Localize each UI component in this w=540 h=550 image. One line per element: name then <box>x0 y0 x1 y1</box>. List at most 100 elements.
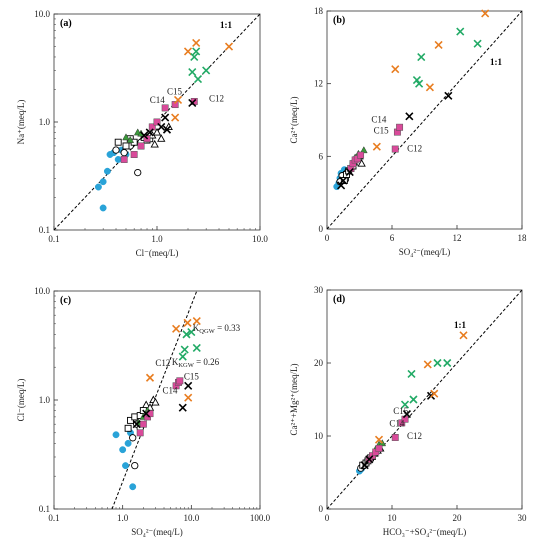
data-point-circle-filled <box>103 167 111 175</box>
data-point-square-open <box>114 138 122 146</box>
panel-label: (c) <box>60 295 71 306</box>
annotation: KQGW = 0.33 <box>193 323 241 335</box>
data-point-x <box>157 122 166 132</box>
data-point-triangle-open <box>157 134 166 142</box>
x-axis-label: SO₄²⁻(meq/L) <box>399 247 451 257</box>
data-point-x <box>423 360 432 369</box>
y-tick-label: 6 <box>319 151 324 161</box>
annotation: C14 <box>389 419 405 429</box>
y-axis-label: Cl⁻(meq/L) <box>16 379 26 422</box>
data-point-x <box>374 435 384 444</box>
data-point-x <box>188 98 197 108</box>
data-point-square-filled <box>120 156 128 163</box>
panel-label: (b) <box>333 15 345 26</box>
data-point-x <box>360 461 369 470</box>
data-point-triangle-filled <box>122 133 130 141</box>
y-tick-label: 10.0 <box>34 9 50 19</box>
panel-1: 0.1 1.0 10.0 0.1 1.0 10.0 Cl⁻(meq/L) Na⁺(meq/L)… <box>16 9 268 258</box>
data-point-x <box>172 324 181 333</box>
data-point-x <box>473 39 482 48</box>
x-tick-label: 10.0 <box>252 234 268 244</box>
x-tick-label: 0.1 <box>48 234 59 244</box>
data-point-x <box>173 95 183 105</box>
data-point-triangle-filled <box>126 135 135 143</box>
data-point-square-filled <box>176 377 184 385</box>
data-point-x <box>142 409 151 418</box>
y-tick-label: 10 <box>314 431 324 441</box>
x-axis-label: HCO₃⁻+SO₄²⁻(meq/L) <box>383 527 467 537</box>
annotation: C15 <box>374 125 390 135</box>
data-point-circle-filled <box>94 183 102 191</box>
data-point-x <box>187 328 196 337</box>
data-point-triangle-open <box>152 127 162 136</box>
y-tick-label: 1.0 <box>39 395 51 405</box>
x-tick-label: 30 <box>518 513 528 523</box>
data-point-triangle-open <box>150 139 159 148</box>
data-point-x <box>178 352 187 361</box>
annotation: C12 <box>155 358 170 368</box>
data-point-x <box>409 395 418 404</box>
data-point-x <box>337 181 346 190</box>
y-tick-label: 12 <box>314 79 323 89</box>
y-tick-label: 30 <box>314 285 324 295</box>
data-point-square-filled <box>153 118 161 126</box>
data-point-x <box>184 393 193 402</box>
data-point-x <box>459 331 468 340</box>
data-point-triangle-open <box>142 400 151 409</box>
data-point-x <box>193 74 203 84</box>
data-point-x <box>171 113 180 122</box>
y-tick-label: 10.0 <box>34 286 50 296</box>
data-point-circle-filled <box>129 483 137 491</box>
data-point-x <box>224 42 234 51</box>
data-point-x <box>405 112 414 121</box>
data-point-square-filled <box>391 434 399 441</box>
data-point-x <box>190 52 199 62</box>
panel-label: (a) <box>60 18 72 29</box>
reference-line-label: 1:1 <box>490 57 502 67</box>
x-tick-label: 0.1 <box>48 513 59 523</box>
y-tick-label: 18 <box>314 6 324 16</box>
data-point-square-filled <box>137 142 145 150</box>
data-point-x <box>202 66 211 75</box>
data-point-square-filled <box>357 151 365 159</box>
data-point-circle-open <box>120 149 128 157</box>
y-axis-label: Ca²⁺(meq/L) <box>289 97 299 144</box>
y-tick-label: 0 <box>319 504 324 514</box>
y-tick-label: 0 <box>319 224 324 234</box>
data-point-circle-filled <box>112 431 120 439</box>
x-tick-label: 1.0 <box>151 234 163 244</box>
data-point-x <box>412 75 421 85</box>
annotation: C12 <box>209 93 224 103</box>
data-point-x <box>192 47 201 56</box>
annotation: C14 <box>162 385 178 395</box>
data-point-x <box>184 381 193 390</box>
x-tick-label: 6 <box>390 233 395 243</box>
reference-line <box>327 290 522 509</box>
data-point-x <box>178 403 187 412</box>
x-tick-label: 0 <box>325 513 330 523</box>
data-point-x <box>391 65 400 74</box>
data-point-circle-filled <box>99 178 107 186</box>
data-point-square-open <box>122 142 130 150</box>
data-point-square-filled <box>130 151 138 158</box>
data-point-square-filled <box>136 429 144 437</box>
panel-3: 0.1 1.0 10.0 100.00.11.010.0SO₄²⁻(meq/L)Cl⁻… <box>16 286 271 537</box>
annotation: C12 <box>407 431 422 441</box>
data-point-x <box>365 455 374 464</box>
panel-label: (d) <box>333 294 345 305</box>
reference-line-label: 1:1 <box>220 20 232 30</box>
data-point-x <box>417 52 426 62</box>
data-point-x <box>182 330 191 339</box>
data-point-x <box>145 373 155 382</box>
data-point-x <box>140 131 149 140</box>
data-point-x <box>192 316 201 326</box>
data-point-square-filled <box>171 101 179 109</box>
data-point-x <box>372 142 381 151</box>
annotation: C15 <box>167 86 183 96</box>
data-point-square-filled <box>396 123 404 131</box>
data-point-x <box>192 38 201 47</box>
data-point-square-filled <box>139 420 147 428</box>
data-point-x <box>456 27 465 36</box>
data-point-x <box>345 168 354 177</box>
